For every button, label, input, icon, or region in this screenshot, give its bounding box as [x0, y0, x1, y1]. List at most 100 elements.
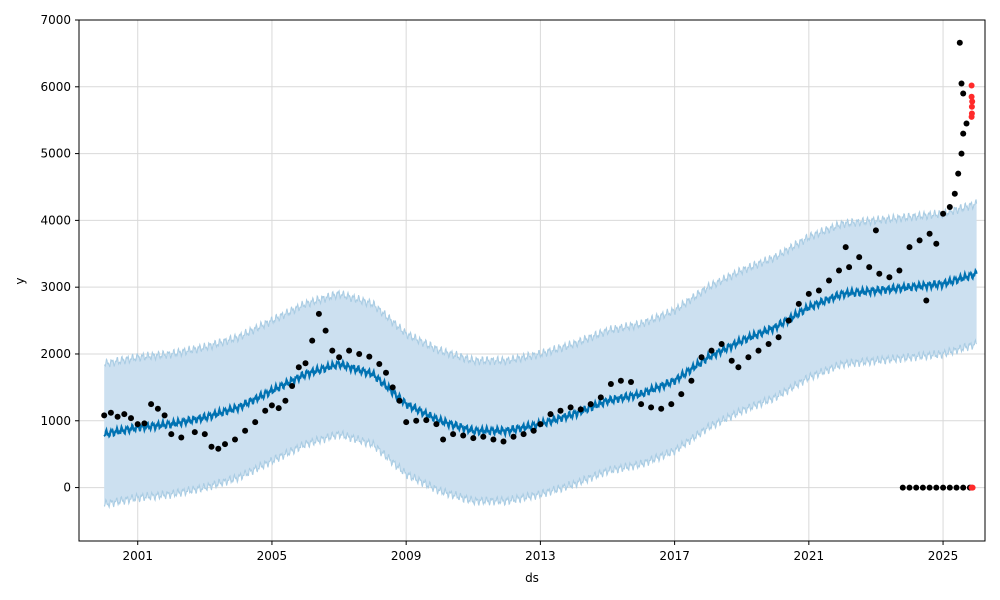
y-tick-label: 7000 [40, 13, 71, 27]
observed-point [423, 417, 430, 424]
x-tick-label: 2013 [525, 549, 556, 563]
y-axis: 0 1000 2000 3000 4000 5000 6000 7000 [40, 13, 79, 495]
observed-point [836, 267, 842, 274]
outlier-point [969, 484, 976, 491]
x-tick-label: 2005 [257, 549, 288, 563]
observed-point [956, 39, 963, 46]
observed-point [215, 445, 222, 452]
y-tick-label: 5000 [40, 147, 71, 161]
observed-zero-point [906, 484, 913, 491]
observed-point [222, 441, 228, 448]
interval-lower-line [103, 338, 977, 510]
observed-point [815, 287, 822, 294]
observed-point [148, 401, 155, 408]
observed-point [232, 436, 238, 443]
observed-point [128, 415, 134, 422]
observed-point [366, 353, 373, 360]
observed-point [356, 351, 363, 357]
outlier-point [968, 113, 975, 120]
observed-point [208, 443, 215, 450]
outlier-point [968, 82, 975, 89]
observed-point [960, 90, 967, 97]
observed-point [114, 413, 121, 420]
y-tick-label: 0 [63, 481, 71, 495]
observed-point [587, 401, 594, 408]
observed-point [866, 264, 873, 271]
observed-point [329, 347, 336, 354]
observed-point [107, 409, 114, 416]
observed-point [775, 334, 782, 341]
observed-zero-point [919, 484, 926, 491]
y-tick-label: 3000 [40, 280, 71, 294]
observed-point [958, 80, 965, 87]
observed-point [376, 361, 383, 367]
outlier-point [968, 93, 975, 100]
observed-point [520, 431, 527, 438]
observed-point [842, 244, 849, 251]
observed-point [872, 227, 879, 234]
y-tick-label: 4000 [40, 213, 71, 227]
observed-point [295, 364, 302, 371]
observed-point [282, 397, 289, 404]
observed-point [161, 412, 168, 419]
observed-zero-point [940, 484, 947, 491]
observed-point [450, 431, 457, 438]
observed-point [708, 347, 715, 354]
observed-point [490, 436, 497, 443]
observed-point [134, 421, 141, 428]
observed-point [805, 290, 812, 297]
observed-point [154, 405, 161, 412]
x-axis: 2001 2005 2009 2013 2017 2021 2025 [122, 541, 958, 563]
observed-point [315, 310, 322, 317]
observed-point [530, 427, 537, 434]
observed-point [607, 381, 614, 387]
x-tick-label: 2001 [122, 549, 153, 563]
outlier-points [968, 82, 976, 491]
observed-point [191, 429, 198, 436]
observed-zero-point [926, 484, 933, 491]
observed-zero-point [899, 484, 906, 491]
observed-point [856, 254, 863, 261]
observed-point [617, 377, 624, 384]
observed-point [923, 297, 930, 304]
outlier-point [969, 98, 976, 105]
observed-zero-point [953, 484, 960, 491]
observed-point [302, 360, 309, 367]
observed-point [906, 244, 913, 251]
observed-point [940, 210, 947, 217]
observed-point [101, 412, 108, 419]
observed-point [886, 274, 893, 281]
observed-point [178, 434, 185, 441]
observed-point [638, 401, 645, 408]
observed-point [440, 436, 447, 443]
observed-point [876, 270, 883, 277]
observed-point [346, 347, 353, 354]
observed-point [289, 383, 296, 389]
observed-point [433, 421, 440, 428]
observed-point [510, 433, 517, 440]
observed-zero-point [960, 484, 967, 491]
observed-point [896, 267, 903, 274]
interval-band [104, 199, 977, 508]
observed-point [745, 354, 752, 361]
observed-point [597, 394, 604, 401]
outlier-point [968, 103, 975, 110]
observed-point [765, 341, 772, 347]
observed-point [648, 404, 655, 411]
observed-point [826, 277, 832, 284]
observed-point [309, 337, 316, 344]
observed-point [926, 230, 933, 237]
observed-points [101, 39, 973, 491]
observed-point [389, 384, 396, 391]
observed-point [916, 237, 923, 244]
observed-point [567, 404, 574, 411]
observed-point [955, 170, 962, 177]
observed-point [728, 357, 735, 364]
observed-point [557, 407, 564, 414]
observed-point [201, 431, 208, 438]
observed-point [268, 402, 275, 409]
plot-area-frame [78, 19, 986, 542]
observed-point [547, 411, 554, 418]
observed-point [262, 407, 269, 414]
